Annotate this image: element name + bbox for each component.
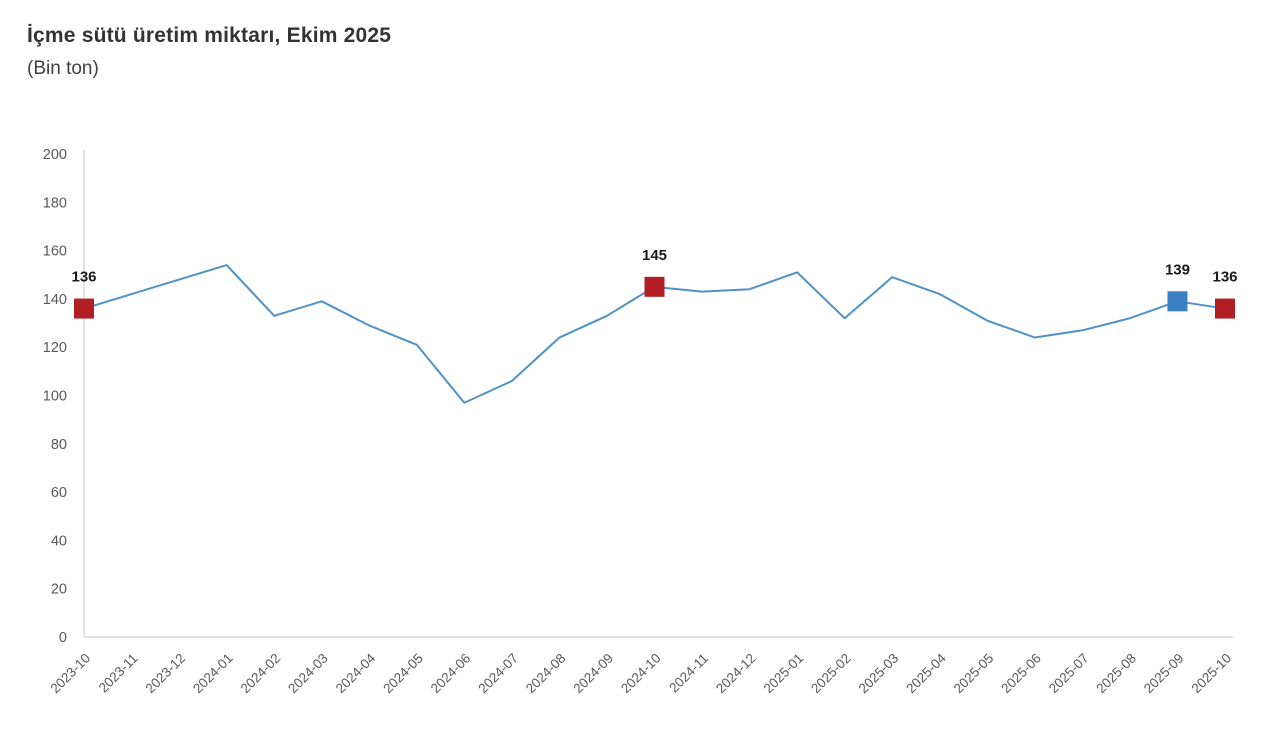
x-tick-label: 2023-10 xyxy=(47,651,93,697)
x-tick-label: 2025-01 xyxy=(761,651,807,697)
data-point-label-2025-10: 136 xyxy=(1212,269,1237,286)
x-tick-label: 2024-01 xyxy=(190,651,236,697)
x-tick-label: 2025-05 xyxy=(951,651,997,697)
x-tick-label: 2024-12 xyxy=(713,651,759,697)
y-tick-label: 20 xyxy=(51,582,67,598)
chart-title: İçme sütü üretim miktarı, Ekim 2025 xyxy=(27,24,392,47)
x-tick-label: 2025-09 xyxy=(1141,651,1187,697)
data-marker-2023-10 xyxy=(74,298,94,319)
x-tick-label: 2024-07 xyxy=(475,651,521,697)
data-point-label-2025-09: 139 xyxy=(1165,261,1190,278)
y-tick-label: 100 xyxy=(43,389,67,405)
x-tick-label: 2025-06 xyxy=(998,651,1044,697)
x-tick-label: 2024-02 xyxy=(238,651,284,697)
y-tick-label: 140 xyxy=(43,292,67,308)
y-tick-label: 0 xyxy=(59,630,67,646)
x-tick-label: 2024-04 xyxy=(333,650,379,696)
x-tick-label: 2025-03 xyxy=(856,651,902,697)
x-tick-label: 2025-04 xyxy=(903,650,949,696)
data-point-label-2024-10: 145 xyxy=(642,247,667,264)
y-tick-label: 160 xyxy=(43,244,67,260)
y-tick-label: 200 xyxy=(43,147,67,163)
data-marker-2025-09 xyxy=(1167,291,1188,312)
y-tick-label: 120 xyxy=(43,340,67,356)
data-marker-2025-10 xyxy=(1215,298,1235,319)
x-tick-label: 2025-02 xyxy=(808,651,854,697)
x-tick-label: 2024-10 xyxy=(618,651,664,697)
x-tick-label: 2024-05 xyxy=(380,651,426,697)
x-tick-label: 2023-11 xyxy=(96,651,141,696)
x-tick-label: 2024-09 xyxy=(570,651,616,697)
x-tick-label: 2024-03 xyxy=(285,651,331,697)
data-marker-2024-10 xyxy=(644,276,665,297)
x-tick-label: 2025-10 xyxy=(1188,651,1234,697)
y-tick-label: 40 xyxy=(51,533,67,549)
x-tick-label: 2023-12 xyxy=(143,651,189,697)
data-point-label-2023-10: 136 xyxy=(71,269,96,286)
x-tick-label: 2024-06 xyxy=(428,651,474,697)
y-tick-label: 180 xyxy=(43,195,67,211)
x-tick-label: 2024-08 xyxy=(523,651,569,697)
x-tick-label: 2025-07 xyxy=(1046,651,1092,697)
chart-subtitle: (Bin ton) xyxy=(27,58,99,79)
x-tick-label: 2024-11 xyxy=(666,651,711,696)
x-tick-label: 2025-08 xyxy=(1093,651,1139,697)
y-tick-label: 60 xyxy=(51,485,67,501)
y-tick-label: 80 xyxy=(51,437,67,453)
